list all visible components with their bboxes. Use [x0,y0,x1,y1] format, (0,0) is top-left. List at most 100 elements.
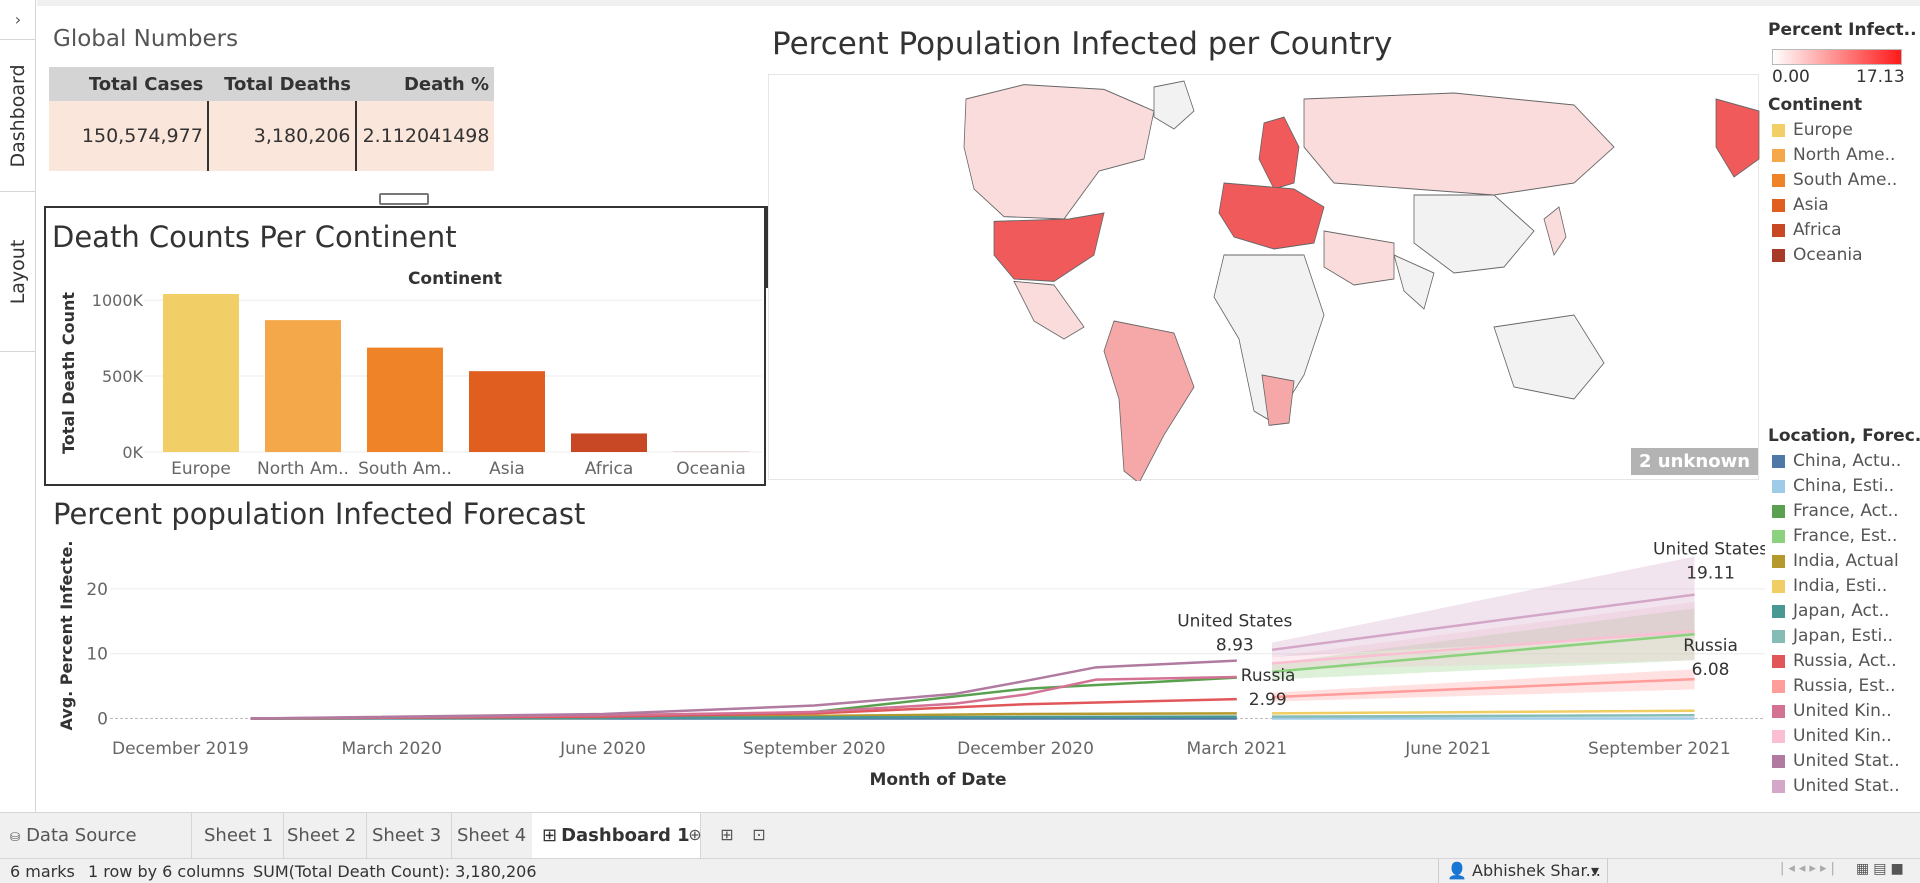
legend-label: China, Esti.. [1793,476,1895,496]
europe-shape[interactable] [1218,182,1325,250]
new-story-icon[interactable]: ⊡ [752,825,766,844]
continent-legend-item[interactable]: Asia [1772,195,1829,219]
india-shape[interactable] [1393,254,1435,310]
user-icon: 👤 [1447,861,1467,880]
global-numbers-table[interactable]: Total Cases Total Deaths Death % 150,574… [49,67,494,171]
continent-legend-item[interactable]: Oceania [1772,245,1863,269]
death-counts-title: Death Counts Per Continent [52,220,457,254]
legend-swatch [1772,754,1785,768]
new-dashboard-icon[interactable]: ⊞ [720,825,734,844]
percent-legend-title[interactable]: Percent Infect.. [1768,20,1917,40]
location-legend-item[interactable]: India, Actual [1772,551,1899,575]
bar-northam[interactable] [265,320,341,452]
forecast-series-line[interactable] [1271,629,1695,665]
bar-africa[interactable] [571,433,647,452]
middle-east-shape[interactable] [1323,230,1395,286]
location-legend-item[interactable]: India, Esti.. [1772,576,1887,600]
legend-label: North Ame.. [1793,145,1896,165]
location-legend-item[interactable]: China, Actu.. [1772,451,1901,475]
death-counts-bar-chart[interactable]: Continent Total Death Count 0K 500K 1000K Eur… [50,262,762,484]
tab-dashboard-pane[interactable]: Dashboard [0,40,36,192]
location-legend-item[interactable]: Russia, Act.. [1772,651,1897,675]
sheet-navigation-icons[interactable]: |◂◂▸▸| [1780,861,1839,876]
forecast-series-line[interactable] [1271,593,1695,652]
view-mode-icons[interactable]: ▦▤■ [1856,861,1908,877]
country-shapes[interactable] [963,80,1760,484]
bar-asia[interactable] [469,371,545,452]
south-america-shape[interactable] [1103,320,1195,484]
location-legend-item[interactable]: France, Est.. [1772,526,1897,550]
location-legend-item[interactable]: United Stat.. [1772,776,1900,800]
usa-shape[interactable] [993,212,1105,282]
bar-europe[interactable] [163,294,239,452]
new-worksheet-icon[interactable]: ⊕ [688,825,702,844]
legend-swatch [1772,629,1785,643]
table-row[interactable]: 150,574,977 3,180,206 2.112041498 [49,101,494,171]
location-legend-item[interactable]: Japan, Act.. [1772,601,1889,625]
continent-legend-item[interactable]: Europe [1772,120,1853,144]
legend-label: France, Est.. [1793,526,1898,546]
canada-shape[interactable] [963,84,1155,220]
mexico-shape[interactable] [1013,280,1085,340]
world-map-svg[interactable] [769,75,1760,484]
tab-sheet-1[interactable]: Sheet 1 [194,813,285,859]
tab-sheet-4[interactable]: Sheet 4 [447,813,538,859]
tab-dashboard-1[interactable]: ⊞ Dashboard 1 [532,813,701,859]
location-legend-item[interactable]: United Kin.. [1772,701,1892,725]
location-legend-item[interactable]: United Stat.. [1772,751,1900,775]
expand-rail-button[interactable]: › [0,0,36,40]
tab-layout-pane[interactable]: Layout [0,192,36,352]
side-rail: › Dashboard Layout [0,0,36,812]
location-legend-item[interactable]: United Kin.. [1772,726,1892,750]
forecast-y-tick-label: 20 [86,580,108,600]
forecast-x-tick-label: September 2020 [743,739,886,759]
percent-color-ramp [1772,49,1902,65]
bar-southam[interactable] [367,347,443,452]
japan-shape[interactable] [1543,206,1567,256]
forecast-series-line[interactable] [250,675,1237,720]
location-legend-title[interactable]: Location, Forec.. [1768,426,1920,446]
header-death-percent[interactable]: Death % [355,67,494,101]
legend-swatch [1772,248,1785,262]
forecast-series-line[interactable] [250,659,1237,720]
world-map[interactable] [768,74,1760,484]
forecast-band [1272,556,1695,657]
legend-swatch [1772,223,1785,237]
forecast-series-line[interactable] [1272,714,1695,718]
continent-legend-title[interactable]: Continent [1768,95,1863,115]
tab-data-source[interactable]: ⛁ Data Source [0,813,192,859]
tab-data-source-label: Data Source [26,825,137,846]
cell-total-cases[interactable]: 150,574,977 [49,101,209,171]
legend-label: Asia [1793,195,1829,215]
unknown-locations-badge[interactable]: 2 unknown [1631,448,1759,475]
continent-legend-item[interactable]: Africa [1772,220,1842,244]
australia-shape[interactable] [1493,314,1605,400]
continent-legend-item[interactable]: North Ame.. [1772,145,1895,169]
location-legend-item[interactable]: China, Esti.. [1772,476,1894,500]
china-shape[interactable] [1413,194,1535,274]
location-legend-item[interactable]: Russia, Est.. [1772,676,1896,700]
header-total-deaths[interactable]: Total Deaths [207,67,356,101]
header-total-cases[interactable]: Total Cases [49,67,209,101]
forecast-series-line[interactable] [1272,709,1695,715]
greenland-shape[interactable] [1153,80,1195,130]
south-africa-shape[interactable] [1261,374,1295,426]
location-legend-item[interactable]: France, Act.. [1772,501,1899,525]
cell-death-percent[interactable]: 2.112041498 [355,101,494,171]
location-legend-item[interactable]: Japan, Esti.. [1772,626,1893,650]
legend-label: Japan, Act.. [1793,601,1890,621]
cell-total-deaths[interactable]: 3,180,206 [207,101,357,171]
tab-sheet-2[interactable]: Sheet 2 [277,813,368,859]
alaska-region-shape[interactable] [1715,98,1760,178]
user-menu[interactable]: 👤 Abhishek Shar... ▾ [1438,859,1608,883]
forecast-series-line[interactable] [1271,677,1695,699]
continent-legend-item[interactable]: South Ame.. [1772,170,1897,194]
zone-drag-handle[interactable] [379,193,429,205]
status-rows: 1 row by 6 columns [88,862,245,881]
map-layer[interactable] [963,80,1760,484]
forecast-series-line[interactable] [1271,633,1695,674]
scandinavia-shape[interactable] [1258,116,1300,190]
russia-shape[interactable] [1303,92,1615,196]
forecast-line-chart[interactable]: 0 10 20 Avg. Percent Infecte.. December 2019… [50,540,1765,800]
tab-sheet-3[interactable]: Sheet 3 [362,813,453,859]
